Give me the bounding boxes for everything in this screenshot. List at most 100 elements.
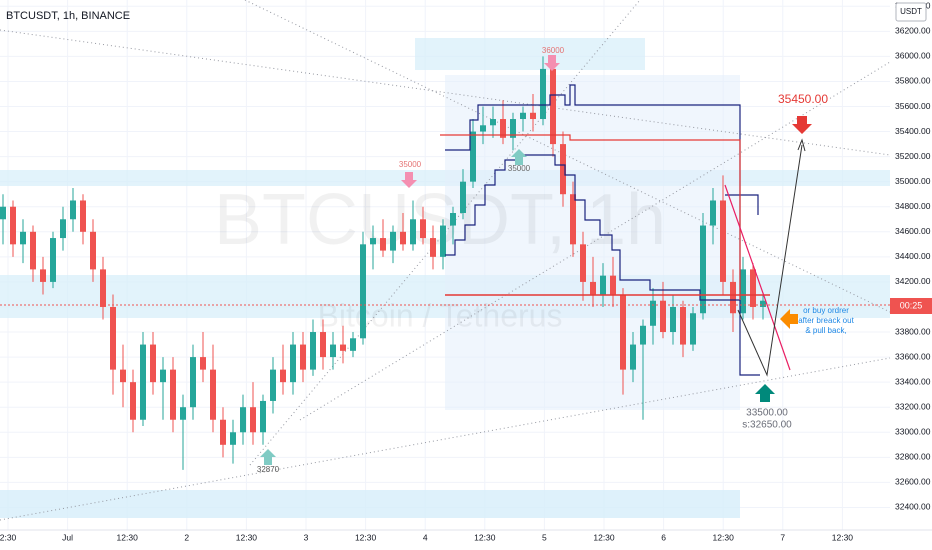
candle-body (340, 344, 346, 351)
x-tick-label: 4 (423, 532, 428, 542)
candle-body (620, 294, 626, 370)
candle-body (330, 344, 336, 358)
candle-body (700, 225, 706, 314)
x-axis-labels: 2:30 Jul 12:30 2 12:30 3 12:30 4 12:30 5 12:30 6 12:… (0, 532, 853, 542)
annotation: & pull back, (805, 326, 846, 335)
level-line (440, 134, 741, 300)
candle-body (70, 200, 76, 220)
candle-body (510, 119, 516, 138)
candle-body (670, 306, 676, 333)
candle-body (140, 344, 146, 420)
candle-body (740, 269, 746, 314)
x-tick-label: 2 (184, 532, 189, 542)
candle-body (170, 369, 176, 420)
x-tick-label: 5 (542, 532, 547, 542)
marker-arrow (401, 172, 417, 188)
candle-body (210, 369, 216, 420)
candle-body (50, 238, 56, 282)
candle-body (230, 432, 236, 445)
candle-body (60, 219, 66, 239)
candle-body (0, 206, 6, 220)
y-tick-label: 35600.00 (895, 101, 931, 111)
candle-body (350, 338, 356, 351)
candle-body (270, 369, 276, 401)
annotation: 33500.00 (746, 408, 788, 419)
y-tick-label: 35000.00 (895, 176, 931, 186)
watermark: Bitcoin / Tetherus (318, 297, 563, 333)
candle-body (570, 194, 576, 245)
marker-label: 35000 (399, 160, 422, 169)
annotation: after breack out (798, 316, 854, 325)
candle-body (380, 238, 386, 251)
zone (0, 490, 740, 518)
y-tick-label: 32400.00 (895, 502, 931, 512)
candle-body (430, 238, 436, 257)
y-tick-label: 33000.00 (895, 427, 931, 437)
candle-body (550, 68, 556, 145)
candle-body (660, 300, 666, 333)
y-tick-label: 34800.00 (895, 201, 931, 211)
y-axis: 36400.0036200.0036000.0035800.0035600.00… (895, 1, 931, 512)
y-tick-label: 34400.00 (895, 251, 931, 261)
trend-line (724, 184, 791, 371)
candle-body (150, 344, 156, 383)
y-tick-label: 33600.00 (895, 351, 931, 361)
step-line (445, 84, 760, 376)
y-tick-label: 32600.00 (895, 477, 931, 487)
x-tick-label: 3 (304, 532, 309, 542)
y-tick-label: 34600.00 (895, 226, 931, 236)
y-tick-label: 32800.00 (895, 452, 931, 462)
candle-body (320, 332, 326, 358)
candle-body (600, 275, 606, 295)
candle-body (110, 306, 116, 370)
candle-body (650, 300, 656, 326)
y-tick-label: 33800.00 (895, 326, 931, 336)
marker-label: 36000 (542, 46, 565, 55)
trend-line (0, 357, 891, 521)
x-tick-label: 12:30 (832, 532, 854, 542)
candle-body (560, 144, 566, 195)
candle-body (200, 357, 206, 370)
x-tick-label: 6 (661, 532, 666, 542)
candle-body (240, 407, 246, 433)
annotation: 35450.00 (778, 92, 828, 106)
zone (415, 38, 645, 70)
projection (737, 144, 803, 377)
x-tick-label: 12:30 (236, 532, 258, 542)
x-tick-label: 2:30 (0, 532, 17, 542)
y-tick-label: 34200.00 (895, 276, 931, 286)
x-tick-label: 12:30 (474, 532, 496, 542)
y-tick-label: 36200.00 (895, 26, 931, 36)
marker-label: 32870 (257, 465, 280, 474)
annotation: s:32650.00 (742, 420, 792, 431)
candle-body (260, 400, 266, 433)
candle-body (290, 344, 296, 383)
candle-body (500, 119, 506, 138)
candle-body (370, 238, 376, 245)
candle-body (520, 112, 526, 120)
candle-body (190, 357, 196, 408)
candle-body (100, 269, 106, 307)
candle-body (720, 200, 726, 282)
candle-body (30, 231, 36, 270)
candle-body (730, 281, 736, 314)
candle-body (220, 419, 226, 445)
candle-body (680, 306, 686, 345)
arrow-left (780, 309, 798, 329)
candle-body (400, 231, 406, 245)
y-tick-label: 35200.00 (895, 151, 931, 161)
marker-label: 35000 (508, 164, 531, 173)
candle-body (690, 313, 696, 345)
arrow-head (797, 138, 806, 152)
annotation: or buy ordrer (803, 306, 849, 315)
candle-body (360, 244, 366, 339)
step-line (725, 194, 759, 215)
currency-box (895, 2, 927, 22)
x-tick-label: 7 (780, 532, 785, 542)
candle-body (760, 300, 766, 307)
y-tick-label: 35400.00 (895, 126, 931, 136)
price-label: 00:25 (900, 300, 923, 310)
candle-body (40, 269, 46, 282)
y-tick-label: 33200.00 (895, 401, 931, 411)
candle-body (10, 206, 16, 245)
